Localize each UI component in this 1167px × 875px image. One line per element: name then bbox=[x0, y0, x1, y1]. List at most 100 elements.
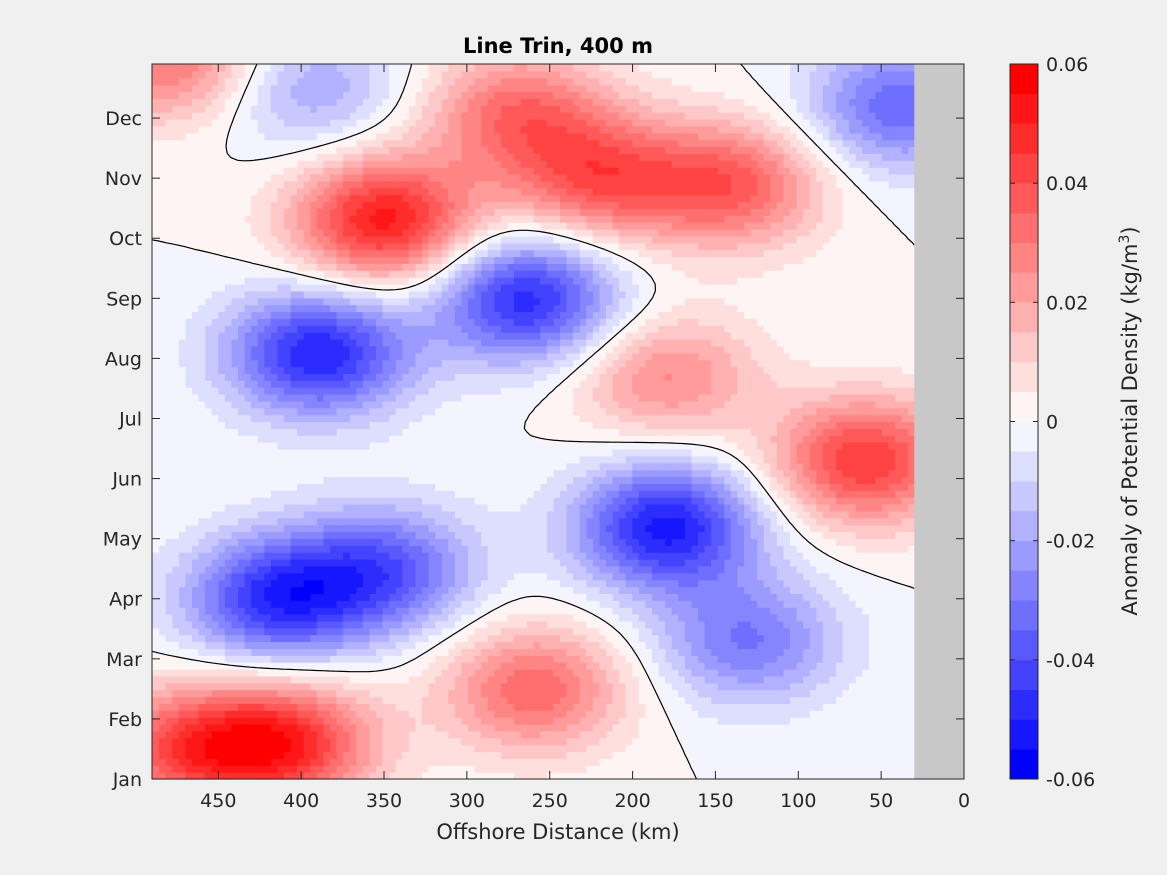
heatmap-cell bbox=[375, 703, 383, 711]
heatmap-cell bbox=[237, 737, 245, 746]
heatmap-cell bbox=[460, 689, 469, 698]
heatmap-cell bbox=[658, 627, 666, 636]
heatmap-cell bbox=[184, 627, 193, 636]
heatmap-cell bbox=[487, 531, 495, 539]
heatmap-cell bbox=[881, 765, 889, 773]
heatmap-cell bbox=[552, 717, 561, 725]
heatmap-cell bbox=[296, 703, 304, 711]
heatmap-cell bbox=[730, 538, 738, 546]
heatmap-cell bbox=[382, 689, 390, 698]
heatmap-cell bbox=[901, 703, 909, 711]
heatmap-cell bbox=[178, 504, 186, 512]
heatmap-cell bbox=[263, 490, 271, 498]
heatmap-cell bbox=[901, 662, 909, 670]
heatmap-cell bbox=[782, 703, 791, 711]
heatmap-cell bbox=[592, 634, 600, 643]
heatmap-cell bbox=[296, 490, 304, 498]
heatmap-cell bbox=[690, 614, 699, 622]
heatmap-cell bbox=[894, 730, 902, 739]
heatmap-cell bbox=[290, 600, 298, 608]
heatmap-cell bbox=[868, 675, 876, 684]
heatmap-cell bbox=[230, 538, 239, 546]
heatmap-cell bbox=[342, 531, 350, 539]
heatmap-cell bbox=[178, 627, 186, 636]
heatmap-cell bbox=[842, 710, 850, 718]
heatmap-cell bbox=[276, 655, 285, 663]
heatmap-cell bbox=[539, 538, 547, 546]
heatmap-cell bbox=[513, 730, 521, 739]
heatmap-cell bbox=[355, 655, 363, 663]
heatmap-cell bbox=[651, 510, 659, 519]
heatmap-cell bbox=[848, 669, 856, 677]
heatmap-cell bbox=[165, 497, 173, 505]
heatmap-cell bbox=[204, 620, 212, 629]
heatmap-cell bbox=[336, 724, 344, 732]
heatmap-cell bbox=[355, 751, 363, 759]
heatmap-cell bbox=[336, 607, 344, 615]
heatmap-cell bbox=[559, 559, 567, 567]
heatmap-cell bbox=[414, 703, 423, 711]
heatmap-cell bbox=[861, 744, 869, 753]
heatmap-cell bbox=[290, 744, 298, 753]
heatmap-cell bbox=[592, 572, 600, 581]
heatmap-cell bbox=[250, 737, 258, 746]
heatmap-cell bbox=[658, 689, 666, 698]
heatmap-cell bbox=[658, 751, 666, 759]
heatmap-cell bbox=[796, 744, 804, 753]
heatmap-cell bbox=[296, 627, 304, 636]
heatmap-cell bbox=[612, 510, 620, 519]
heatmap-cell bbox=[191, 696, 199, 704]
heatmap-cell bbox=[395, 517, 403, 526]
heatmap-cell bbox=[270, 682, 278, 691]
heatmap-cell bbox=[552, 614, 561, 622]
heatmap-cell bbox=[474, 703, 482, 711]
heatmap-cell bbox=[769, 689, 777, 698]
heatmap-cell bbox=[165, 648, 173, 656]
heatmap-cell bbox=[677, 724, 685, 732]
heatmap-cell bbox=[533, 744, 541, 753]
heatmap-cell bbox=[677, 607, 685, 615]
heatmap-cell bbox=[598, 545, 607, 553]
heatmap-cell bbox=[684, 717, 692, 725]
heatmap-cell bbox=[888, 710, 896, 718]
heatmap-cell bbox=[454, 517, 462, 526]
heatmap-cell bbox=[802, 641, 810, 649]
heatmap-cell bbox=[625, 717, 633, 725]
heatmap-cell bbox=[408, 559, 416, 567]
heatmap-cell bbox=[283, 682, 291, 691]
heatmap-cell bbox=[329, 724, 337, 732]
heatmap-cell bbox=[493, 730, 501, 739]
heatmap-cell bbox=[579, 751, 587, 759]
heatmap-cell bbox=[309, 504, 317, 512]
heatmap-cell bbox=[454, 675, 462, 684]
heatmap-cell bbox=[579, 504, 587, 512]
heatmap-cell bbox=[250, 572, 258, 581]
heatmap-cell bbox=[368, 682, 377, 691]
heatmap-cell bbox=[520, 497, 528, 505]
heatmap-cell bbox=[894, 703, 902, 711]
heatmap-cell bbox=[809, 717, 817, 725]
heatmap-cell bbox=[644, 572, 653, 581]
heatmap-cell bbox=[828, 579, 837, 588]
heatmap-cell bbox=[362, 510, 370, 519]
heatmap-cell bbox=[717, 483, 725, 491]
heatmap-cell bbox=[480, 641, 488, 649]
heatmap-cell bbox=[408, 579, 416, 588]
heatmap-cell bbox=[552, 772, 561, 780]
heatmap-cell bbox=[362, 620, 370, 629]
heatmap-cell bbox=[677, 696, 685, 704]
heatmap-cell bbox=[316, 483, 324, 491]
heatmap-cell bbox=[730, 724, 738, 732]
heatmap-cell bbox=[842, 703, 850, 711]
heatmap-cell bbox=[677, 772, 685, 780]
heatmap-cell bbox=[198, 483, 206, 491]
heatmap-cell bbox=[434, 497, 442, 505]
heatmap-cell bbox=[671, 710, 679, 718]
heatmap-cell bbox=[815, 744, 823, 753]
heatmap-cell bbox=[283, 559, 291, 567]
heatmap-cell bbox=[730, 744, 738, 753]
heatmap-cell bbox=[907, 538, 915, 546]
heatmap-cell bbox=[874, 710, 883, 718]
heatmap-cell bbox=[690, 737, 699, 746]
